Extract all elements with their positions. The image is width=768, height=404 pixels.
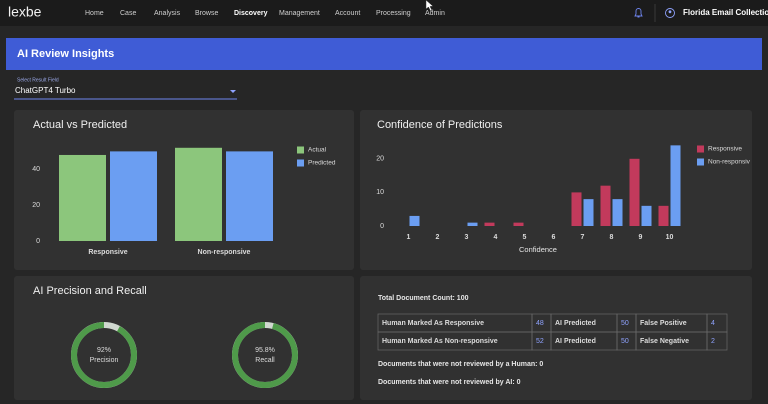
legend-label: Predicted xyxy=(308,160,336,167)
legend-swatch xyxy=(697,145,704,153)
panel xyxy=(360,276,752,400)
nav-bar xyxy=(0,0,768,26)
table-number: 48 xyxy=(536,320,544,327)
summary-note: Documents that were not reviewed by AI: … xyxy=(378,379,521,386)
panel xyxy=(360,110,752,270)
legend-swatch xyxy=(297,159,304,167)
bar xyxy=(175,147,222,241)
y-tick-label: 40 xyxy=(32,166,40,173)
table-label: AI Predicted xyxy=(555,338,596,345)
nav-item[interactable]: Analysis xyxy=(154,10,181,17)
legend-label: Actual xyxy=(308,147,327,154)
x-tick-label: 8 xyxy=(610,234,614,241)
nav-item[interactable]: Account xyxy=(335,10,360,17)
bar xyxy=(484,222,495,226)
bar xyxy=(59,154,106,241)
donut-value: 95.8% xyxy=(255,347,275,354)
table-label: Human Marked As Responsive xyxy=(382,320,484,327)
table-label: Human Marked As Non-responsive xyxy=(382,338,498,345)
bar xyxy=(513,222,524,226)
bar xyxy=(670,145,681,226)
x-tick-label: 6 xyxy=(552,234,556,241)
bar xyxy=(658,205,669,226)
bar xyxy=(641,205,652,226)
legend-label: Responsive xyxy=(708,146,742,153)
legend-swatch xyxy=(297,146,304,154)
legend-label: Non-responsive xyxy=(708,159,754,166)
x-tick-label: 3 xyxy=(465,234,469,241)
summary-note: Documents that were not reviewed by a Hu… xyxy=(378,361,543,368)
donut-arc xyxy=(71,322,137,388)
nav-item[interactable]: Case xyxy=(120,10,136,17)
nav-item[interactable]: Admin xyxy=(425,10,445,17)
bar xyxy=(467,222,478,226)
panel-title: Actual vs Predicted xyxy=(33,119,127,131)
select-value[interactable]: ChatGPT4 Turbo xyxy=(15,86,76,95)
x-tick-label: 2 xyxy=(436,234,440,241)
y-tick-label: 0 xyxy=(380,223,384,230)
cursor xyxy=(425,0,434,12)
y-tick-label: 10 xyxy=(376,189,384,196)
panel-title: Confidence of Predictions xyxy=(377,119,503,131)
x-tick-label: Non-responsive xyxy=(198,249,251,256)
donut-label: Precision xyxy=(90,357,119,364)
nav-item[interactable]: Processing xyxy=(376,10,411,17)
donut-arc xyxy=(232,322,298,388)
donut-value: 92% xyxy=(97,347,111,354)
nav-item[interactable]: Home xyxy=(85,10,104,17)
nav-item[interactable]: Browse xyxy=(195,10,218,17)
x-tick-label: 4 xyxy=(494,234,498,241)
table-number: 52 xyxy=(536,338,544,345)
user-icon[interactable] xyxy=(665,8,675,18)
table-number: 2 xyxy=(711,338,715,345)
select-label: Select Result Field xyxy=(17,77,59,83)
logo[interactable]: lexbe xyxy=(8,4,42,20)
legend-swatch xyxy=(697,158,704,166)
total-count: Total Document Count: 100 xyxy=(378,295,469,302)
panel-title: AI Precision and Recall xyxy=(33,285,147,297)
x-tick-label: 5 xyxy=(523,234,527,241)
table-cell xyxy=(706,331,728,351)
x-tick-label: 10 xyxy=(666,234,674,241)
x-tick-label: 7 xyxy=(581,234,585,241)
bar xyxy=(600,185,611,226)
user-icon-head xyxy=(668,10,672,14)
bar xyxy=(409,215,420,226)
donut-label: Recall xyxy=(255,357,275,364)
x-axis-label: Confidence xyxy=(519,245,557,254)
table-label: AI Predicted xyxy=(555,320,596,327)
bar xyxy=(629,158,640,226)
table-number: 4 xyxy=(711,320,715,327)
y-tick-label: 0 xyxy=(36,238,40,245)
bar xyxy=(571,192,582,226)
y-tick-label: 20 xyxy=(32,202,40,209)
table-label: False Negative xyxy=(640,338,689,345)
bar xyxy=(226,151,273,241)
select-arrow[interactable] xyxy=(230,90,236,93)
x-tick-label: 1 xyxy=(407,234,411,241)
table-label: False Positive xyxy=(640,320,687,327)
bar xyxy=(583,199,594,226)
panel xyxy=(14,276,354,400)
x-tick-label: Responsive xyxy=(88,249,127,256)
x-tick-label: 9 xyxy=(639,234,643,241)
bar xyxy=(612,199,623,226)
nav-item-active[interactable]: Discovery xyxy=(234,10,268,17)
table-number: 50 xyxy=(621,320,629,327)
bell-icon[interactable] xyxy=(634,8,643,18)
nav-item[interactable]: Management xyxy=(279,10,320,17)
collection-name[interactable]: Florida Email Collection xyxy=(683,8,768,17)
y-tick-label: 20 xyxy=(376,156,384,163)
bar xyxy=(110,151,157,241)
table-number: 50 xyxy=(621,338,629,345)
banner xyxy=(6,38,762,70)
page-title: AI Review Insights xyxy=(17,48,114,60)
